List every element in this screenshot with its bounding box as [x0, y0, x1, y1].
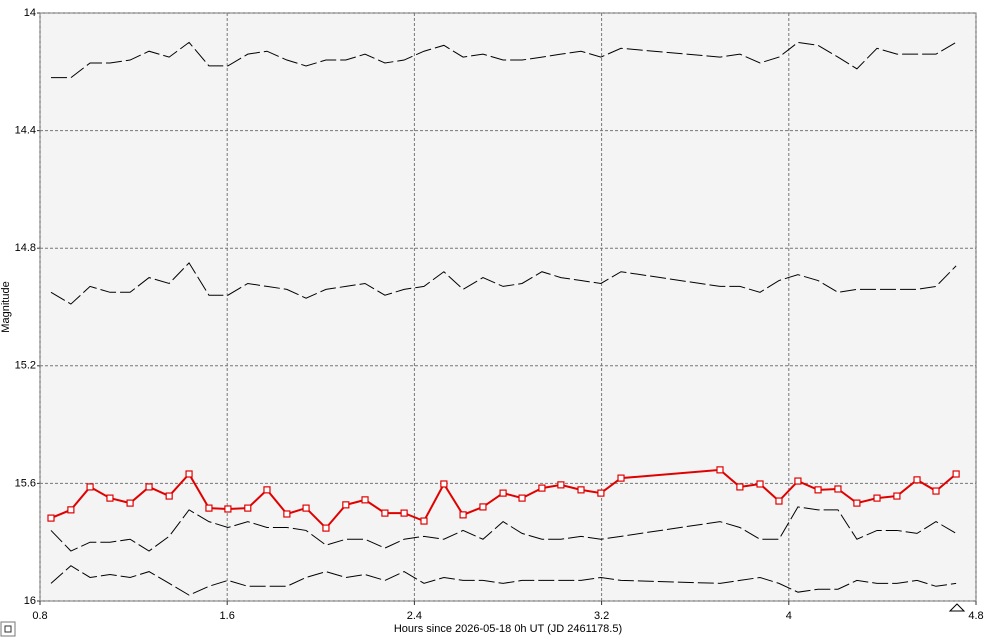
- series-line: [50, 565, 957, 596]
- data-point: [913, 476, 921, 484]
- time-marker: [948, 603, 966, 612]
- x-tick-label: 4: [786, 610, 792, 622]
- y-tick-label: 16: [24, 595, 36, 607]
- data-point: [165, 492, 173, 500]
- data-point: [617, 474, 625, 482]
- data-point: [518, 494, 526, 502]
- data-point: [106, 494, 114, 502]
- data-point: [86, 483, 94, 491]
- data-point: [557, 481, 565, 489]
- x-tick-label: 3.2: [594, 610, 609, 622]
- data-point: [814, 486, 822, 494]
- x-tick-label: 0.8: [32, 610, 47, 622]
- data-point: [302, 504, 310, 512]
- data-point: [736, 483, 744, 491]
- x-axis-label: Hours since 2026-05-18 0h UT (JD 2461178…: [394, 623, 622, 635]
- data-point: [185, 470, 193, 478]
- y-tick-label: 14.4: [15, 125, 36, 137]
- data-point: [440, 480, 448, 488]
- y-tick-label: 15.6: [15, 477, 36, 489]
- data-point: [756, 480, 764, 488]
- data-point: [322, 524, 330, 532]
- data-point: [361, 496, 369, 504]
- series-line: [50, 506, 957, 552]
- data-point: [479, 503, 487, 511]
- data-point: [873, 494, 881, 502]
- data-point: [400, 509, 408, 517]
- data-point: [577, 486, 585, 494]
- data-point: [263, 486, 271, 494]
- x-tick-label: 1.6: [220, 610, 235, 622]
- data-point: [224, 505, 232, 513]
- x-tick-label: 2.4: [407, 610, 422, 622]
- data-point: [47, 514, 55, 522]
- data-point: [244, 504, 252, 512]
- data-point: [67, 506, 75, 514]
- data-point: [342, 501, 350, 509]
- data-point: [597, 489, 605, 497]
- plot-area: [39, 12, 977, 602]
- corner-button[interactable]: [0, 621, 16, 637]
- y-tick-label: 15.2: [15, 360, 36, 372]
- x-tick-label: 4.8: [968, 610, 983, 622]
- y-axis-label: Magnitude: [0, 281, 12, 332]
- data-point: [853, 499, 861, 507]
- data-point: [794, 477, 802, 485]
- data-point: [126, 499, 134, 507]
- data-point: [932, 487, 940, 495]
- data-point: [283, 510, 291, 518]
- data-point: [538, 484, 546, 492]
- corner-icon: [4, 625, 12, 633]
- data-point: [145, 483, 153, 491]
- data-point: [893, 492, 901, 500]
- data-point: [499, 489, 507, 497]
- data-point: [381, 509, 389, 517]
- series-line: [50, 41, 957, 79]
- y-tick-label: 14.8: [15, 242, 36, 254]
- data-point: [834, 485, 842, 493]
- data-point: [952, 470, 960, 478]
- data-point: [205, 504, 213, 512]
- data-point: [716, 466, 724, 474]
- data-point: [775, 497, 783, 505]
- data-point: [420, 517, 428, 525]
- series-line: [50, 262, 957, 305]
- y-tick-label: 14: [24, 7, 36, 19]
- data-point: [459, 511, 467, 519]
